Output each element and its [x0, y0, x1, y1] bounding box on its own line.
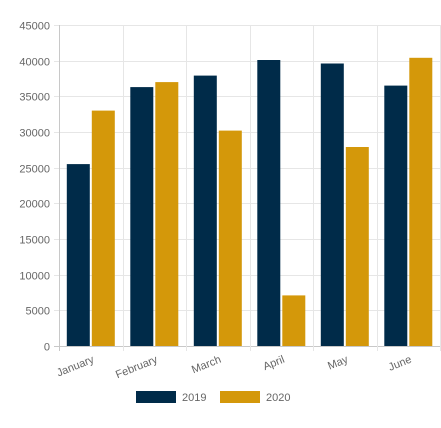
x-tick-label: April [261, 354, 286, 373]
x-tick-label: February [114, 353, 160, 381]
bars [66, 57, 433, 347]
x-axis: January February March April May June [55, 353, 413, 381]
bar-2019-february [130, 87, 154, 346]
y-tick-label: 0 [44, 342, 50, 354]
bar-2020-january [91, 110, 115, 346]
bar-2020-may [345, 147, 369, 346]
y-tick-label: 40000 [19, 57, 50, 69]
bar-2019-january [66, 164, 90, 346]
y-tick-label: 10000 [19, 271, 50, 283]
bar-2019-june [384, 85, 408, 346]
bar-2020-april [282, 295, 306, 346]
y-tick-label: 45000 [19, 21, 50, 33]
bar-2019-april [257, 60, 281, 346]
y-tick-label: 5000 [26, 306, 50, 318]
bar-2020-june [409, 57, 433, 347]
x-tick-label: May [326, 353, 350, 372]
legend-label: 2020 [266, 392, 290, 404]
y-tick-label: 15000 [19, 235, 50, 247]
bar-2019-may [320, 63, 344, 346]
x-tick-label: January [55, 353, 96, 379]
legend-label: 2019 [182, 392, 206, 404]
bar-2020-february [155, 82, 179, 346]
bar-2019-march [193, 75, 217, 346]
y-tick-label: 20000 [19, 199, 50, 211]
legend: 2019 2020 [136, 391, 290, 404]
y-tick-label: 35000 [19, 92, 50, 104]
x-tick-label: June [387, 354, 414, 374]
y-axis: 0 5000 10000 15000 20000 25000 30000 35000 40000… [19, 21, 50, 354]
y-tick-label: 25000 [19, 164, 50, 176]
x-tick-label: March [190, 354, 223, 377]
y-tick-label: 30000 [19, 128, 50, 140]
bar-2020-march [218, 130, 242, 346]
legend-swatch-2020 [220, 391, 260, 403]
legend-swatch-2019 [136, 391, 176, 403]
